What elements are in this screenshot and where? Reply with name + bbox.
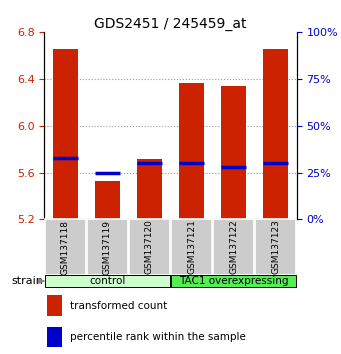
Bar	[129, 219, 170, 275]
Text: control: control	[89, 276, 125, 286]
Bar	[137, 159, 162, 219]
Text: GSM137120: GSM137120	[145, 219, 154, 274]
Text: GSM137121: GSM137121	[187, 219, 196, 274]
Bar	[213, 219, 254, 275]
Text: GSM137123: GSM137123	[271, 219, 280, 274]
Text: transformed count: transformed count	[70, 301, 167, 310]
Bar	[171, 219, 212, 275]
Bar	[95, 181, 120, 219]
Bar	[45, 275, 170, 287]
Bar	[47, 327, 62, 347]
Bar	[179, 84, 204, 219]
Text: GSM137118: GSM137118	[61, 219, 70, 275]
Text: percentile rank within the sample: percentile rank within the sample	[70, 332, 246, 342]
Text: GSM137119: GSM137119	[103, 219, 112, 275]
Bar	[171, 275, 296, 287]
Bar	[87, 219, 128, 275]
Text: strain: strain	[12, 276, 44, 286]
Bar	[47, 296, 62, 316]
Text: TAC1 overexpressing: TAC1 overexpressing	[179, 276, 288, 286]
Bar	[255, 219, 296, 275]
Text: GSM137122: GSM137122	[229, 220, 238, 274]
Title: GDS2451 / 245459_at: GDS2451 / 245459_at	[94, 17, 247, 31]
Bar	[53, 50, 78, 219]
Bar	[221, 86, 246, 219]
Bar	[45, 219, 86, 275]
Bar	[263, 50, 288, 219]
